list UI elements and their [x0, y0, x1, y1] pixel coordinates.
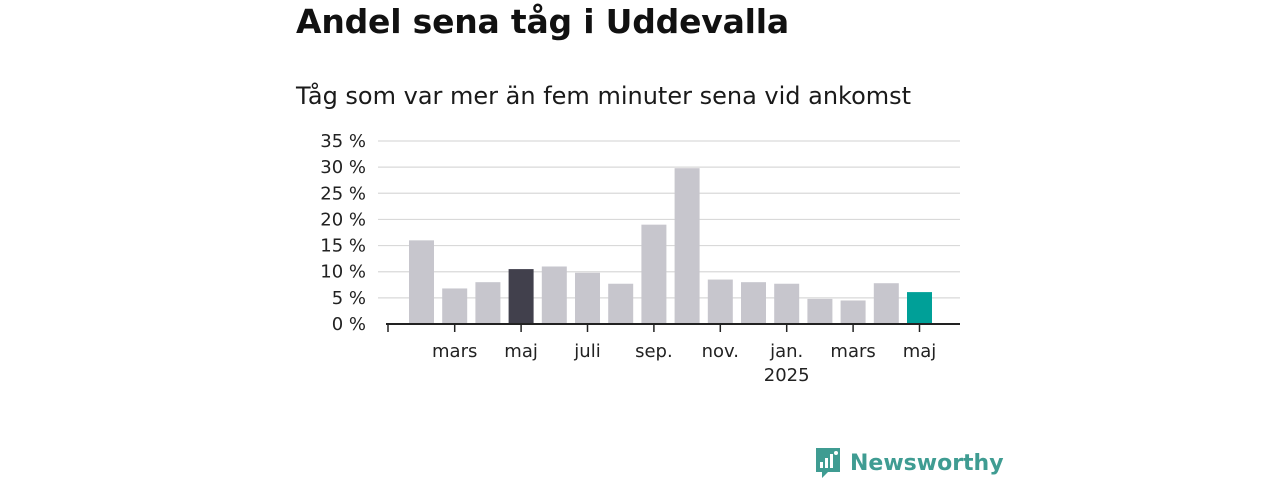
y-tick-label: 0 %: [332, 314, 366, 335]
y-tick-label: 35 %: [320, 131, 366, 152]
chart-subtitle: Tåg som var mer än fem minuter sena vid …: [296, 82, 912, 110]
bar: [774, 283, 800, 324]
x-tick-label: mars: [432, 341, 477, 362]
bar: [409, 240, 434, 324]
bar: [475, 282, 501, 324]
bar-chart: 0 % 5 % 10 % 15 % 20 % 25 % 30 % 35 % mars maj ju…: [320, 131, 960, 386]
chart-title: Andel sena tåg i Uddevalla: [296, 2, 789, 41]
y-tick-label: 10 %: [320, 262, 366, 283]
x-tick-sublabel: 2025: [764, 365, 810, 386]
y-axis-tick-labels: 0 % 5 % 10 % 15 % 20 % 25 % 30 % 35 %: [320, 131, 366, 335]
x-tick-label: juli: [573, 341, 600, 362]
bars: [409, 168, 932, 324]
bar: [873, 283, 899, 324]
x-tick-label: sep.: [635, 341, 673, 362]
newsworthy-logo-icon: [816, 448, 840, 478]
bar: [741, 282, 766, 324]
bar: [608, 283, 634, 324]
y-tick-label: 30 %: [320, 157, 366, 178]
x-axis: [386, 323, 960, 332]
x-tick-label: maj: [504, 341, 538, 362]
bar: [508, 269, 534, 324]
x-tick-label: jan.: [769, 341, 803, 362]
bar: [541, 266, 567, 324]
bar: [575, 272, 600, 324]
brand-logo: Newsworthy: [814, 446, 1004, 480]
x-axis-tick-labels: mars maj juli sep. nov. jan. 2025 mars maj: [432, 341, 936, 386]
bar: [442, 288, 468, 324]
y-tick-label: 20 %: [320, 209, 366, 230]
x-tick-label: maj: [903, 341, 937, 362]
bar: [807, 298, 833, 324]
bar: [641, 224, 667, 324]
bar: [907, 292, 932, 324]
bar: [707, 279, 733, 324]
x-tick-label: nov.: [702, 341, 739, 362]
y-tick-label: 5 %: [332, 288, 366, 309]
x-tick-label: mars: [830, 341, 875, 362]
bar: [840, 300, 866, 324]
grid-lines: [378, 140, 960, 299]
brand-name: Newsworthy: [850, 450, 1004, 476]
y-tick-label: 25 %: [320, 183, 366, 204]
y-tick-label: 15 %: [320, 236, 366, 257]
bar: [674, 168, 700, 324]
